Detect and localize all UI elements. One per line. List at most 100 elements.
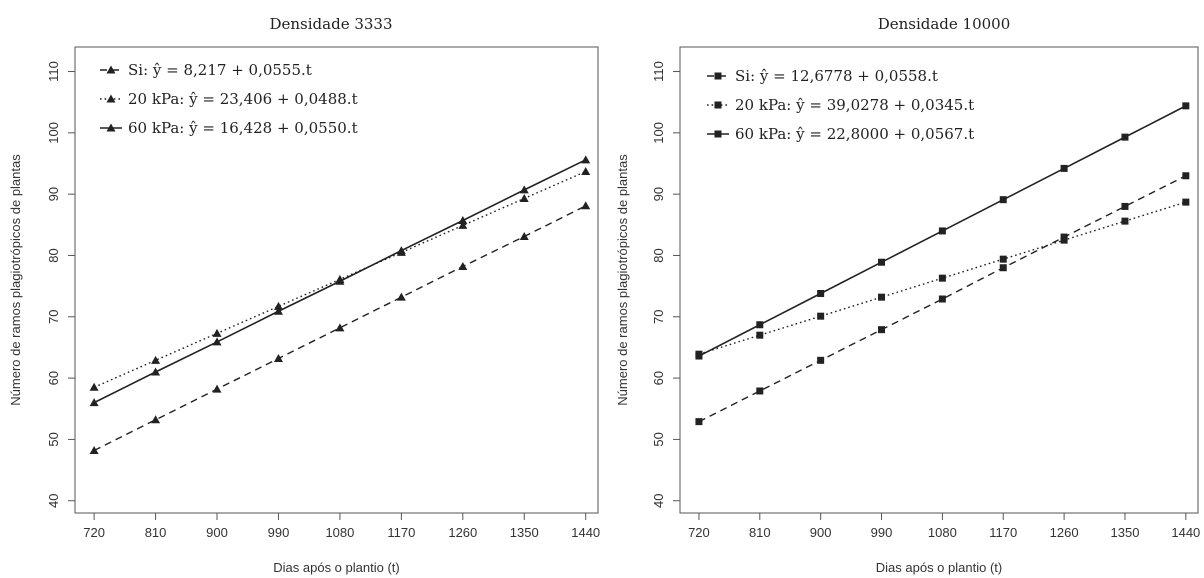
x-tick-label: 720 xyxy=(83,525,105,540)
legend-label: Si: ŷ = 12,6778 + 0,0558.t xyxy=(735,67,938,85)
x-axis-label: Dias após o plantio (t) xyxy=(876,560,1002,575)
chart-title: Densidade 10000 xyxy=(878,15,1011,33)
x-tick-label: 1260 xyxy=(448,525,477,540)
y-tick-label: 90 xyxy=(46,187,61,201)
legend-label: 20 kPa: ŷ = 39,0278 + 0,0345.t xyxy=(735,96,974,114)
legend-label: Si: ŷ = 8,217 + 0,0555.t xyxy=(128,61,312,79)
y-tick-label: 100 xyxy=(46,122,61,144)
triangle-marker xyxy=(396,292,406,301)
y-axis-label: Número de ramos plagiotrópicos de planta… xyxy=(615,154,630,406)
square-marker xyxy=(999,255,1007,263)
triangle-marker xyxy=(151,367,161,376)
series-1 xyxy=(695,172,1190,426)
legend-equation: ŷ = 12,6778 + 0,0558.t xyxy=(759,67,938,85)
triangle-marker xyxy=(151,415,161,424)
square-marker xyxy=(878,293,886,301)
y-tick-label: 60 xyxy=(651,371,666,385)
series-3 xyxy=(695,102,1190,360)
square-marker xyxy=(1182,198,1190,206)
legend-series-name: Si: xyxy=(735,67,760,85)
y-tick-label: 110 xyxy=(46,61,61,82)
triangle-marker xyxy=(89,445,99,454)
x-tick-label: 720 xyxy=(688,525,710,540)
legend-label: 20 kPa: ŷ = 23,406 + 0,0488.t xyxy=(128,90,358,108)
y-tick-label: 70 xyxy=(46,310,61,324)
square-marker xyxy=(756,331,764,339)
y-tick-label: 80 xyxy=(46,248,61,262)
square-marker xyxy=(817,356,825,364)
legend-label: 60 kPa: ŷ = 16,428 + 0,0550.t xyxy=(128,119,358,137)
series-line xyxy=(93,170,586,388)
triangle-marker xyxy=(519,193,529,202)
square-marker xyxy=(714,130,722,138)
square-marker xyxy=(714,72,722,80)
x-tick-label: 1440 xyxy=(571,525,600,540)
chart-panel-2: Densidade 10000 720 810 900 990 1080 1170 1260 1… xyxy=(615,15,1200,575)
legend-series-name: 20 kPa: xyxy=(735,96,796,114)
y-tick-label: 110 xyxy=(651,61,666,82)
triangle-marker xyxy=(396,246,406,255)
square-marker xyxy=(756,387,764,395)
triangle-marker xyxy=(273,353,283,362)
square-marker xyxy=(938,295,946,303)
triangle-marker xyxy=(212,384,222,393)
triangle-marker xyxy=(212,337,222,346)
square-marker xyxy=(817,312,825,320)
legend-equation: ŷ = 22,8000 + 0,0567.t xyxy=(795,125,974,143)
legend-equation: ŷ = 16,428 + 0,0550.t xyxy=(188,119,357,137)
triangle-marker xyxy=(89,382,99,391)
chart-title: Densidade 3333 xyxy=(269,15,392,33)
triangle-marker xyxy=(581,166,591,175)
square-marker xyxy=(1121,217,1129,225)
triangle-marker xyxy=(212,328,222,337)
y-tick-label: 50 xyxy=(651,432,666,446)
y-tick-label: 70 xyxy=(651,310,666,324)
square-marker xyxy=(1182,172,1190,180)
square-marker xyxy=(695,352,703,360)
y-tick-label: 40 xyxy=(651,494,666,508)
triangle-marker xyxy=(335,323,345,332)
triangle-marker xyxy=(581,155,591,164)
x-tick-label: 810 xyxy=(749,525,771,540)
square-marker xyxy=(938,274,946,282)
series-1 xyxy=(89,201,591,454)
x-tick-label: 1440 xyxy=(1171,525,1200,540)
plot-frame xyxy=(679,46,1199,514)
x-tick-label: 810 xyxy=(145,525,167,540)
square-marker xyxy=(695,418,703,426)
legend-series-name: 20 kPa: xyxy=(128,90,189,108)
y-tick-label: 60 xyxy=(46,371,61,385)
legend-series-name: Si: xyxy=(128,61,153,79)
square-marker xyxy=(878,258,886,266)
triangle-marker xyxy=(151,355,161,364)
series-3 xyxy=(89,155,591,407)
x-tick-label: 990 xyxy=(268,525,290,540)
triangle-marker xyxy=(458,262,468,271)
square-marker xyxy=(999,196,1007,204)
triangle-marker xyxy=(89,398,99,407)
y-tick-label: 90 xyxy=(651,187,666,201)
x-tick-label: 1170 xyxy=(989,525,1017,540)
triangle-marker xyxy=(273,301,283,310)
y-tick-label: 40 xyxy=(46,494,61,508)
square-marker xyxy=(756,321,764,329)
x-axis-label: Dias após o plantio (t) xyxy=(273,560,399,575)
square-marker xyxy=(999,264,1007,272)
square-marker xyxy=(714,101,722,109)
legend-series-name: 60 kPa: xyxy=(128,119,189,137)
x-tick-label: 990 xyxy=(871,525,893,540)
series-line xyxy=(93,205,587,452)
x-tick-label: 1350 xyxy=(1111,525,1140,540)
legend-series-name: 60 kPa: xyxy=(735,125,796,143)
legend: Si: ŷ = 12,6778 + 0,0558.t 20 kPa: ŷ = 39… xyxy=(707,67,974,143)
square-marker xyxy=(1121,133,1129,141)
x-tick-label: 1350 xyxy=(510,525,539,540)
series-2 xyxy=(695,198,1190,358)
y-tick-label: 80 xyxy=(651,248,666,262)
x-tick-label: 1080 xyxy=(325,525,354,540)
triangle-marker xyxy=(519,185,529,194)
square-marker xyxy=(878,326,886,334)
square-marker xyxy=(938,227,946,235)
triangle-marker xyxy=(273,306,283,315)
